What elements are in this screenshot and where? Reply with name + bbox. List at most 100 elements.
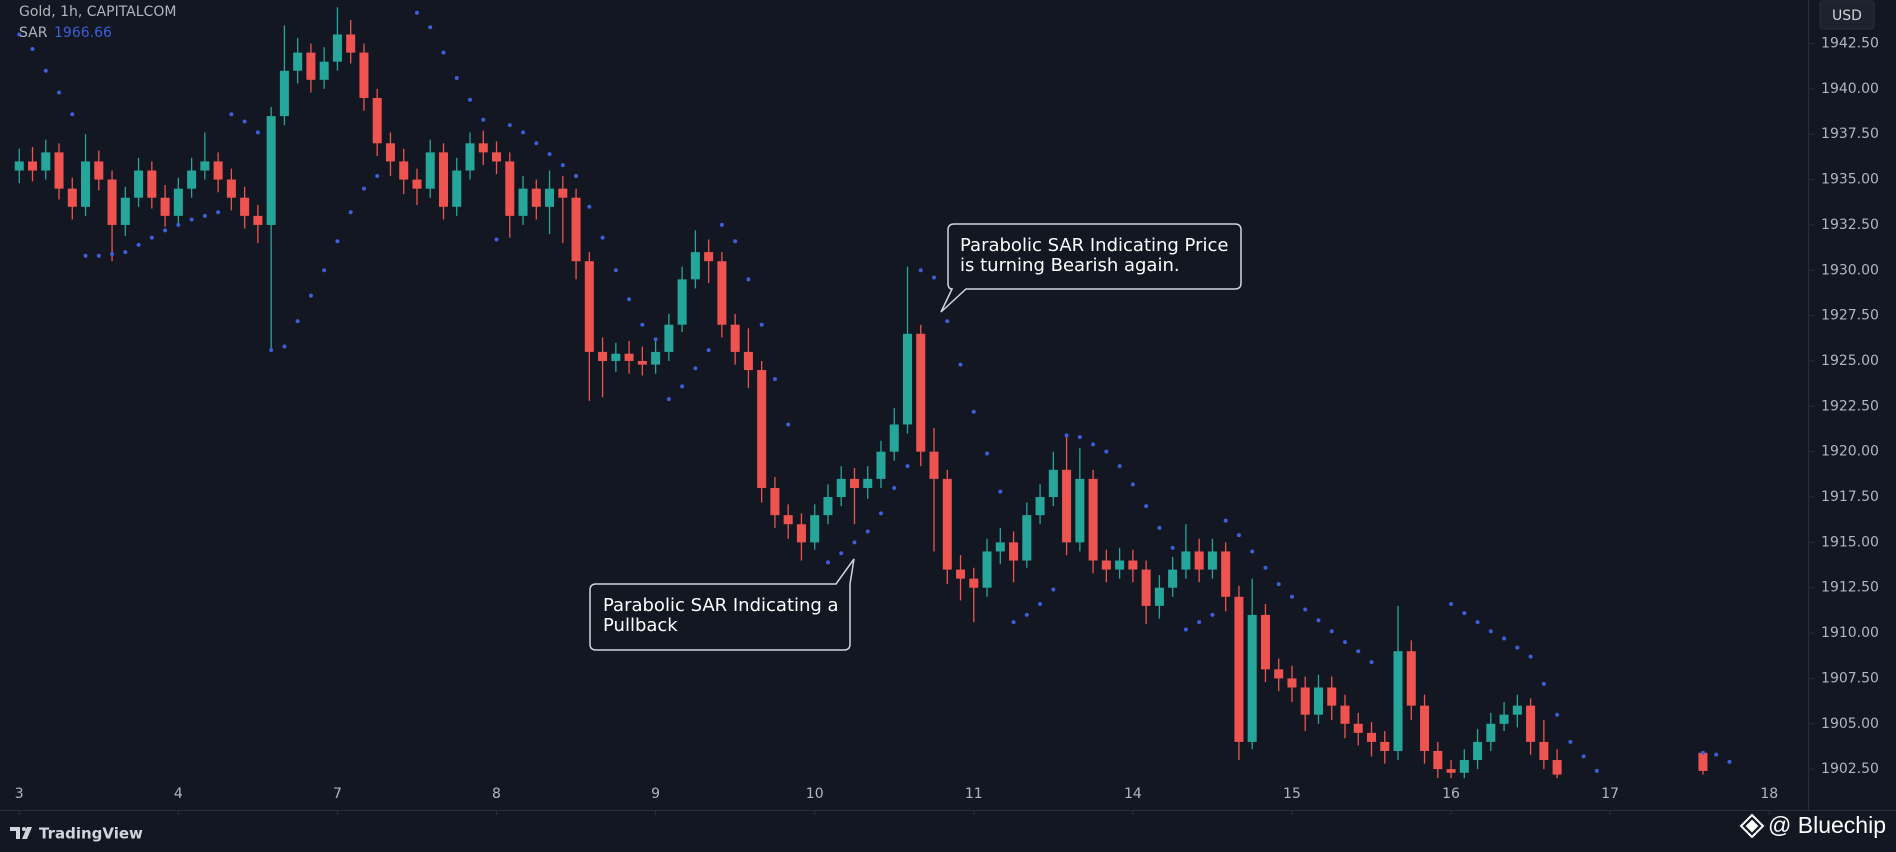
sar-dot [1700,750,1705,755]
candle-body [1207,551,1217,570]
currency: USD [1832,8,1862,24]
candle-body [558,188,568,198]
sar-dot [839,551,844,556]
candle-body [425,152,435,189]
candle-body [531,188,541,207]
sar-dot [547,152,552,157]
candle-body [584,261,594,352]
candle-body [1353,723,1363,733]
sar-dot [1091,442,1096,447]
candle-body [1274,669,1284,679]
sar-dot [985,451,990,456]
candle-body [1473,741,1483,761]
y-tick-label: 1922.50 [1821,398,1879,414]
sar-dot [1342,640,1347,645]
x-tick-label: 10 [806,786,824,802]
candle-body [743,351,753,371]
sar-dot [534,141,539,146]
candle-body [438,152,449,207]
y-tick-label: 1927.50 [1821,308,1879,324]
chart-title: Gold, 1h, CAPITALCOM [19,4,176,20]
candle-body [1499,714,1509,724]
bluechip-icon [1739,813,1765,839]
currency-box[interactable] [1819,0,1875,30]
sar-dot [308,293,313,298]
annotation-text: Pullback [603,615,678,636]
sar-dot [110,251,115,256]
sar-dot [202,213,207,218]
candle-body [1446,769,1456,773]
sar-dot [441,50,446,55]
legend-name: SAR [19,25,48,41]
sar-dot [1157,525,1162,530]
candle-body [306,52,316,80]
y-tick-label: 1917.50 [1821,489,1879,505]
candle-body [956,569,966,579]
y-tick-label: 1940.00 [1821,81,1879,97]
candle-body [200,161,210,171]
candle-body [120,197,130,225]
candle-body [1433,750,1443,770]
candle-body [717,261,727,325]
sar-dot [1329,629,1334,634]
candle-body [253,215,263,225]
candle-body [863,478,873,488]
sar-dot [269,348,274,353]
sar-dot [1462,611,1467,616]
credit: @ Bluechip [1768,812,1886,838]
x-tick-label: 18 [1760,786,1778,802]
candle-body [1154,587,1164,606]
brand: TradingView [39,825,143,843]
candle-body [902,333,913,425]
x-tick-label: 15 [1283,786,1301,802]
sar-dot [574,173,579,178]
sar-dot [189,217,194,222]
candle-body [1459,760,1469,773]
sar-dot [1064,433,1069,438]
sar-dot [878,511,883,516]
x-tick-label: 9 [651,786,660,802]
sar-dot [613,268,618,273]
candle-body [1009,542,1019,561]
candle-body [226,179,236,198]
sar-dot [1541,681,1546,686]
candle-body [160,197,170,216]
sar-dot [600,235,605,240]
sar-dot [375,173,380,178]
candle-body [995,542,1005,552]
y-tick-label: 1902.50 [1821,761,1879,777]
sar-dot [1197,620,1202,625]
y-tick-label: 1930.00 [1821,262,1879,278]
candle-body [1141,569,1151,606]
sar-dot [30,46,35,51]
sar-dot [932,275,937,280]
sar-dot [693,366,698,371]
candle-body [916,333,926,452]
candle-body [372,97,382,144]
annotation-bubble [589,558,855,651]
candle-body [412,179,422,189]
candle-body [1062,469,1072,543]
sar-dot [1024,612,1029,617]
x-tick-label: 17 [1601,786,1619,802]
candle-body [876,451,886,479]
candle-body [704,252,714,262]
sar-dot [136,242,141,247]
sar-dot [945,319,950,324]
sar-dot [772,377,777,382]
sar-dot [1144,504,1149,509]
sar-dot [733,239,738,244]
candle-body [240,197,250,216]
sar-dot [1038,602,1043,607]
sar-dot [1077,435,1082,440]
candle-body [1221,551,1231,597]
sar-dot [1011,620,1016,625]
sar-dot [468,97,473,102]
tradingview-logo [10,827,32,839]
candle-body [1406,651,1416,706]
candle-body [1181,551,1191,570]
sar-dot [17,32,22,37]
candle-body [1048,469,1058,498]
